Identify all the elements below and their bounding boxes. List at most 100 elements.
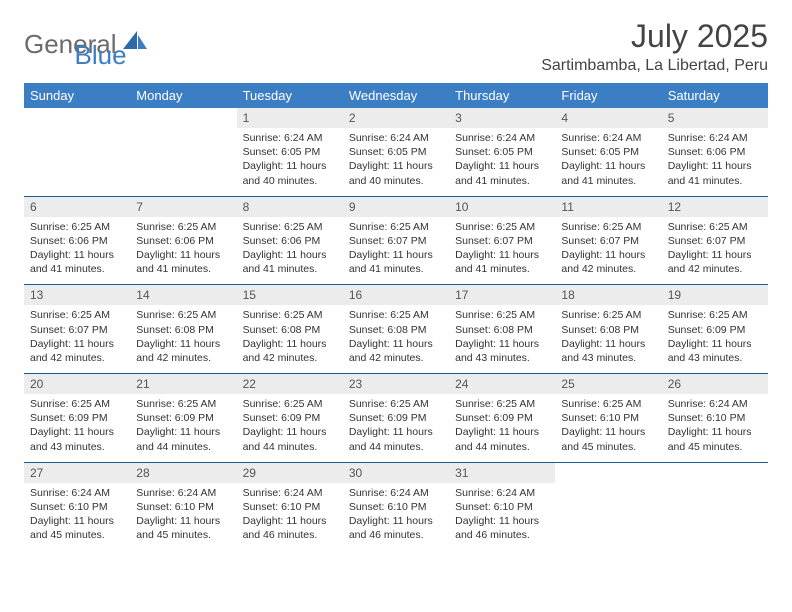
day-number-cell: 28 <box>130 463 236 483</box>
logo: General Blue <box>24 18 127 71</box>
sunset-text: Sunset: 6:07 PM <box>349 234 443 248</box>
daylight-text: Daylight: 11 hours and 41 minutes. <box>455 248 549 276</box>
location: Sartimbamba, La Libertad, Peru <box>541 57 768 75</box>
sunset-text: Sunset: 6:10 PM <box>243 500 337 514</box>
day-info-cell: Sunrise: 6:25 AMSunset: 6:07 PMDaylight:… <box>343 217 449 285</box>
sunrise-text: Sunrise: 6:24 AM <box>349 486 443 500</box>
day-number-cell: 2 <box>343 108 449 128</box>
sunset-text: Sunset: 6:07 PM <box>561 234 655 248</box>
day-info-cell: Sunrise: 6:25 AMSunset: 6:07 PMDaylight:… <box>24 305 130 373</box>
daylight-text: Daylight: 11 hours and 43 minutes. <box>561 337 655 365</box>
day-info-cell: Sunrise: 6:24 AMSunset: 6:05 PMDaylight:… <box>237 128 343 196</box>
sunrise-text: Sunrise: 6:24 AM <box>349 131 443 145</box>
sunrise-text: Sunrise: 6:25 AM <box>136 220 230 234</box>
calendar-table: Sunday Monday Tuesday Wednesday Thursday… <box>24 83 768 550</box>
daylight-text: Daylight: 11 hours and 42 minutes. <box>30 337 124 365</box>
sunset-text: Sunset: 6:10 PM <box>30 500 124 514</box>
daylight-text: Daylight: 11 hours and 41 minutes. <box>30 248 124 276</box>
daylight-text: Daylight: 11 hours and 43 minutes. <box>30 425 124 453</box>
daylight-text: Daylight: 11 hours and 43 minutes. <box>668 337 762 365</box>
sunrise-text: Sunrise: 6:25 AM <box>349 397 443 411</box>
day-number-cell: 11 <box>555 197 661 217</box>
day-info-cell: Sunrise: 6:25 AMSunset: 6:09 PMDaylight:… <box>237 394 343 462</box>
day-number-cell: 12 <box>662 197 768 217</box>
day-number-cell: 10 <box>449 197 555 217</box>
day-header: Monday <box>130 83 236 108</box>
sunrise-text: Sunrise: 6:25 AM <box>30 397 124 411</box>
day-info-cell: Sunrise: 6:24 AMSunset: 6:10 PMDaylight:… <box>237 483 343 551</box>
day-info-cell <box>24 128 130 196</box>
day-info-cell: Sunrise: 6:24 AMSunset: 6:10 PMDaylight:… <box>449 483 555 551</box>
day-header-row: Sunday Monday Tuesday Wednesday Thursday… <box>24 83 768 108</box>
sunset-text: Sunset: 6:08 PM <box>136 323 230 337</box>
day-number-cell: 27 <box>24 463 130 483</box>
day-number-cell: 25 <box>555 374 661 394</box>
day-info-cell: Sunrise: 6:25 AMSunset: 6:09 PMDaylight:… <box>24 394 130 462</box>
daylight-text: Daylight: 11 hours and 42 minutes. <box>243 337 337 365</box>
day-number-cell: 4 <box>555 108 661 128</box>
sunrise-text: Sunrise: 6:25 AM <box>136 308 230 322</box>
day-info-cell: Sunrise: 6:24 AMSunset: 6:10 PMDaylight:… <box>130 483 236 551</box>
daylight-text: Daylight: 11 hours and 40 minutes. <box>349 159 443 187</box>
daylight-text: Daylight: 11 hours and 42 minutes. <box>561 248 655 276</box>
sunset-text: Sunset: 6:10 PM <box>668 411 762 425</box>
sunset-text: Sunset: 6:09 PM <box>349 411 443 425</box>
sunset-text: Sunset: 6:09 PM <box>455 411 549 425</box>
daylight-text: Daylight: 11 hours and 46 minutes. <box>349 514 443 542</box>
day-info-cell: Sunrise: 6:25 AMSunset: 6:08 PMDaylight:… <box>449 305 555 373</box>
day-info-cell: Sunrise: 6:25 AMSunset: 6:09 PMDaylight:… <box>449 394 555 462</box>
day-header: Tuesday <box>237 83 343 108</box>
month-title: July 2025 <box>541 18 768 55</box>
day-number-cell: 18 <box>555 285 661 305</box>
day-info-cell <box>555 483 661 551</box>
daylight-text: Daylight: 11 hours and 41 minutes. <box>668 159 762 187</box>
sunset-text: Sunset: 6:06 PM <box>136 234 230 248</box>
day-info-cell: Sunrise: 6:25 AMSunset: 6:10 PMDaylight:… <box>555 394 661 462</box>
sunset-text: Sunset: 6:10 PM <box>561 411 655 425</box>
day-info-row: Sunrise: 6:25 AMSunset: 6:07 PMDaylight:… <box>24 305 768 373</box>
sunset-text: Sunset: 6:08 PM <box>243 323 337 337</box>
day-number-row: 12345 <box>24 108 768 128</box>
day-number-cell: 23 <box>343 374 449 394</box>
day-number-cell <box>662 463 768 483</box>
day-info-cell: Sunrise: 6:25 AMSunset: 6:06 PMDaylight:… <box>237 217 343 285</box>
day-info-cell: Sunrise: 6:25 AMSunset: 6:07 PMDaylight:… <box>449 217 555 285</box>
day-info-row: Sunrise: 6:24 AMSunset: 6:05 PMDaylight:… <box>24 128 768 196</box>
sunset-text: Sunset: 6:07 PM <box>668 234 762 248</box>
day-info-cell: Sunrise: 6:25 AMSunset: 6:08 PMDaylight:… <box>555 305 661 373</box>
day-info-cell: Sunrise: 6:24 AMSunset: 6:05 PMDaylight:… <box>343 128 449 196</box>
sunrise-text: Sunrise: 6:25 AM <box>243 397 337 411</box>
day-number-cell: 19 <box>662 285 768 305</box>
sunrise-text: Sunrise: 6:25 AM <box>243 308 337 322</box>
day-number-cell: 1 <box>237 108 343 128</box>
daylight-text: Daylight: 11 hours and 44 minutes. <box>455 425 549 453</box>
day-number-cell: 17 <box>449 285 555 305</box>
day-info-cell: Sunrise: 6:25 AMSunset: 6:07 PMDaylight:… <box>662 217 768 285</box>
daylight-text: Daylight: 11 hours and 40 minutes. <box>243 159 337 187</box>
sunrise-text: Sunrise: 6:24 AM <box>136 486 230 500</box>
sunrise-text: Sunrise: 6:25 AM <box>561 220 655 234</box>
daylight-text: Daylight: 11 hours and 45 minutes. <box>136 514 230 542</box>
day-info-cell: Sunrise: 6:24 AMSunset: 6:10 PMDaylight:… <box>662 394 768 462</box>
sunset-text: Sunset: 6:09 PM <box>30 411 124 425</box>
day-info-cell: Sunrise: 6:24 AMSunset: 6:10 PMDaylight:… <box>343 483 449 551</box>
sunrise-text: Sunrise: 6:25 AM <box>455 220 549 234</box>
day-info-cell <box>662 483 768 551</box>
day-number-cell: 13 <box>24 285 130 305</box>
sunrise-text: Sunrise: 6:25 AM <box>455 397 549 411</box>
day-info-cell: Sunrise: 6:24 AMSunset: 6:05 PMDaylight:… <box>555 128 661 196</box>
sunrise-text: Sunrise: 6:24 AM <box>668 131 762 145</box>
day-info-row: Sunrise: 6:25 AMSunset: 6:09 PMDaylight:… <box>24 394 768 462</box>
day-number-cell: 20 <box>24 374 130 394</box>
daylight-text: Daylight: 11 hours and 41 minutes. <box>243 248 337 276</box>
day-number-cell <box>24 108 130 128</box>
day-number-row: 2728293031 <box>24 463 768 483</box>
day-header: Wednesday <box>343 83 449 108</box>
sunset-text: Sunset: 6:08 PM <box>561 323 655 337</box>
daylight-text: Daylight: 11 hours and 45 minutes. <box>30 514 124 542</box>
day-info-cell: Sunrise: 6:25 AMSunset: 6:08 PMDaylight:… <box>237 305 343 373</box>
day-number-cell: 16 <box>343 285 449 305</box>
sunrise-text: Sunrise: 6:25 AM <box>561 397 655 411</box>
sunset-text: Sunset: 6:06 PM <box>243 234 337 248</box>
daylight-text: Daylight: 11 hours and 42 minutes. <box>349 337 443 365</box>
